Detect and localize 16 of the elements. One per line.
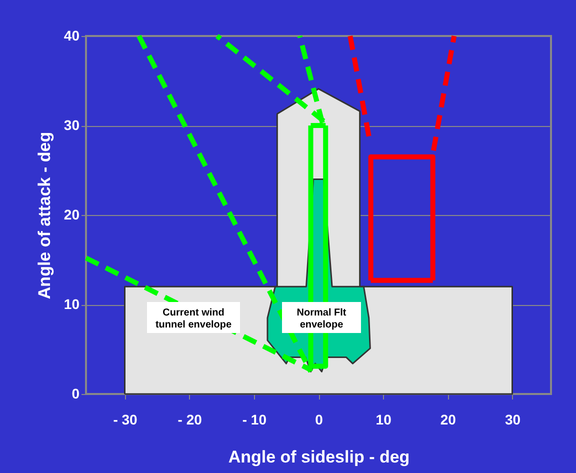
- x-tick-label: 0: [315, 412, 324, 428]
- y-tick-label: 0: [72, 386, 80, 402]
- y-tick-label: 40: [64, 28, 80, 44]
- annotation: Normal Flt envelope: [296, 308, 347, 330]
- x-tick-label: - 10: [242, 412, 267, 428]
- x-tick-label: - 30: [113, 412, 138, 428]
- annotation: Current wind tunnel envelope: [155, 308, 232, 330]
- x-tick-label: 10: [376, 412, 392, 428]
- x-tick-label: 30: [504, 412, 521, 428]
- x-tick-label: - 20: [178, 412, 202, 428]
- y-tick-label: 10: [64, 296, 80, 312]
- y-axis-title: Angle of attack - deg: [34, 132, 54, 300]
- y-tick-label: 30: [64, 117, 80, 133]
- x-tick-label: 20: [440, 412, 456, 428]
- y-tick-label: 20: [64, 206, 80, 222]
- x-axis-title: Angle of sideslip - deg: [228, 448, 410, 466]
